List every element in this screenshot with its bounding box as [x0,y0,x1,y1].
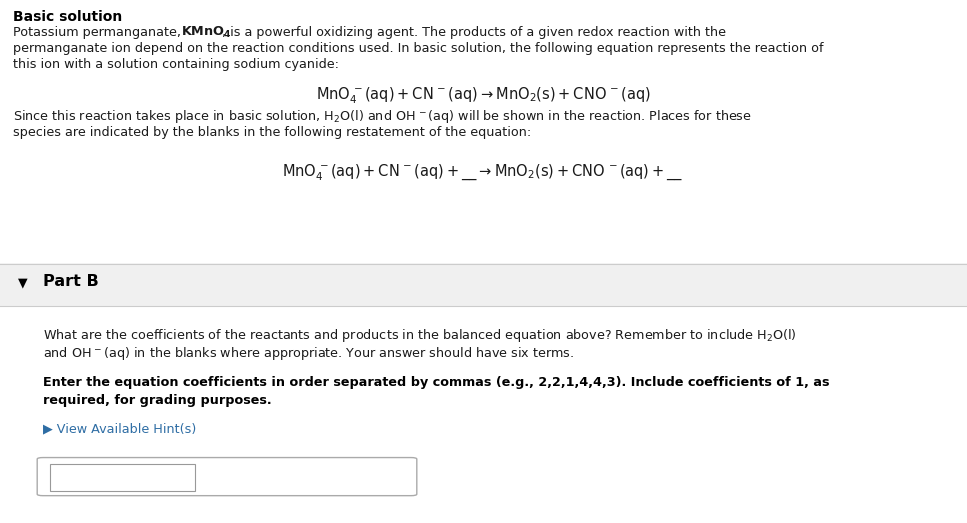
Text: $\mathrm{MnO_4^{\,-}(aq) + CN^{\,-}(aq) \rightarrow MnO_2(s) + CNO^{\,-}(aq)}$: $\mathrm{MnO_4^{\,-}(aq) + CN^{\,-}(aq) … [315,86,651,107]
Text: Since this reaction takes place in basic solution, $\mathrm{H_2O(l)}$ and $\math: Since this reaction takes place in basic… [13,108,752,125]
Text: , is a powerful oxidizing agent. The products of a given redox reaction with the: , is a powerful oxidizing agent. The pro… [222,26,726,39]
Text: Basic solution: Basic solution [13,10,122,24]
Text: permanganate ion depend on the reaction conditions used. In basic solution, the : permanganate ion depend on the reaction … [13,42,824,55]
Text: Potassium permanganate,: Potassium permanganate, [13,26,185,39]
Text: $\mathbf{KMnO_4}$: $\mathbf{KMnO_4}$ [181,25,231,40]
Text: Enter the equation coefficients in order separated by commas (e.g., 2,2,1,4,4,3): Enter the equation coefficients in order… [43,376,830,389]
Text: this ion with a solution containing sodium cyanide:: this ion with a solution containing sodi… [13,58,339,71]
FancyBboxPatch shape [50,464,195,491]
Text: required, for grading purposes.: required, for grading purposes. [43,394,272,407]
Text: ▼: ▼ [18,276,28,289]
Text: $\mathrm{MnO_4^{\,-}(aq) + CN^{\,-}(aq) + \_\_ \rightarrow MnO_2(s) + CNO^{\,-}(: $\mathrm{MnO_4^{\,-}(aq) + CN^{\,-}(aq) … [282,162,684,181]
Text: What are the coefficients of the reactants and products in the balanced equation: What are the coefficients of the reactan… [43,327,797,344]
Text: and $\mathrm{OH^{\,-}(aq)}$ in the blanks where appropriate. Your answer should : and $\mathrm{OH^{\,-}(aq)}$ in the blank… [43,345,574,362]
Text: species are indicated by the blanks in the following restatement of the equation: species are indicated by the blanks in t… [13,126,531,139]
Text: Part B: Part B [43,274,99,289]
FancyBboxPatch shape [37,458,417,496]
Text: ▶ View Available Hint(s): ▶ View Available Hint(s) [43,422,196,435]
Bar [0,264,967,305]
